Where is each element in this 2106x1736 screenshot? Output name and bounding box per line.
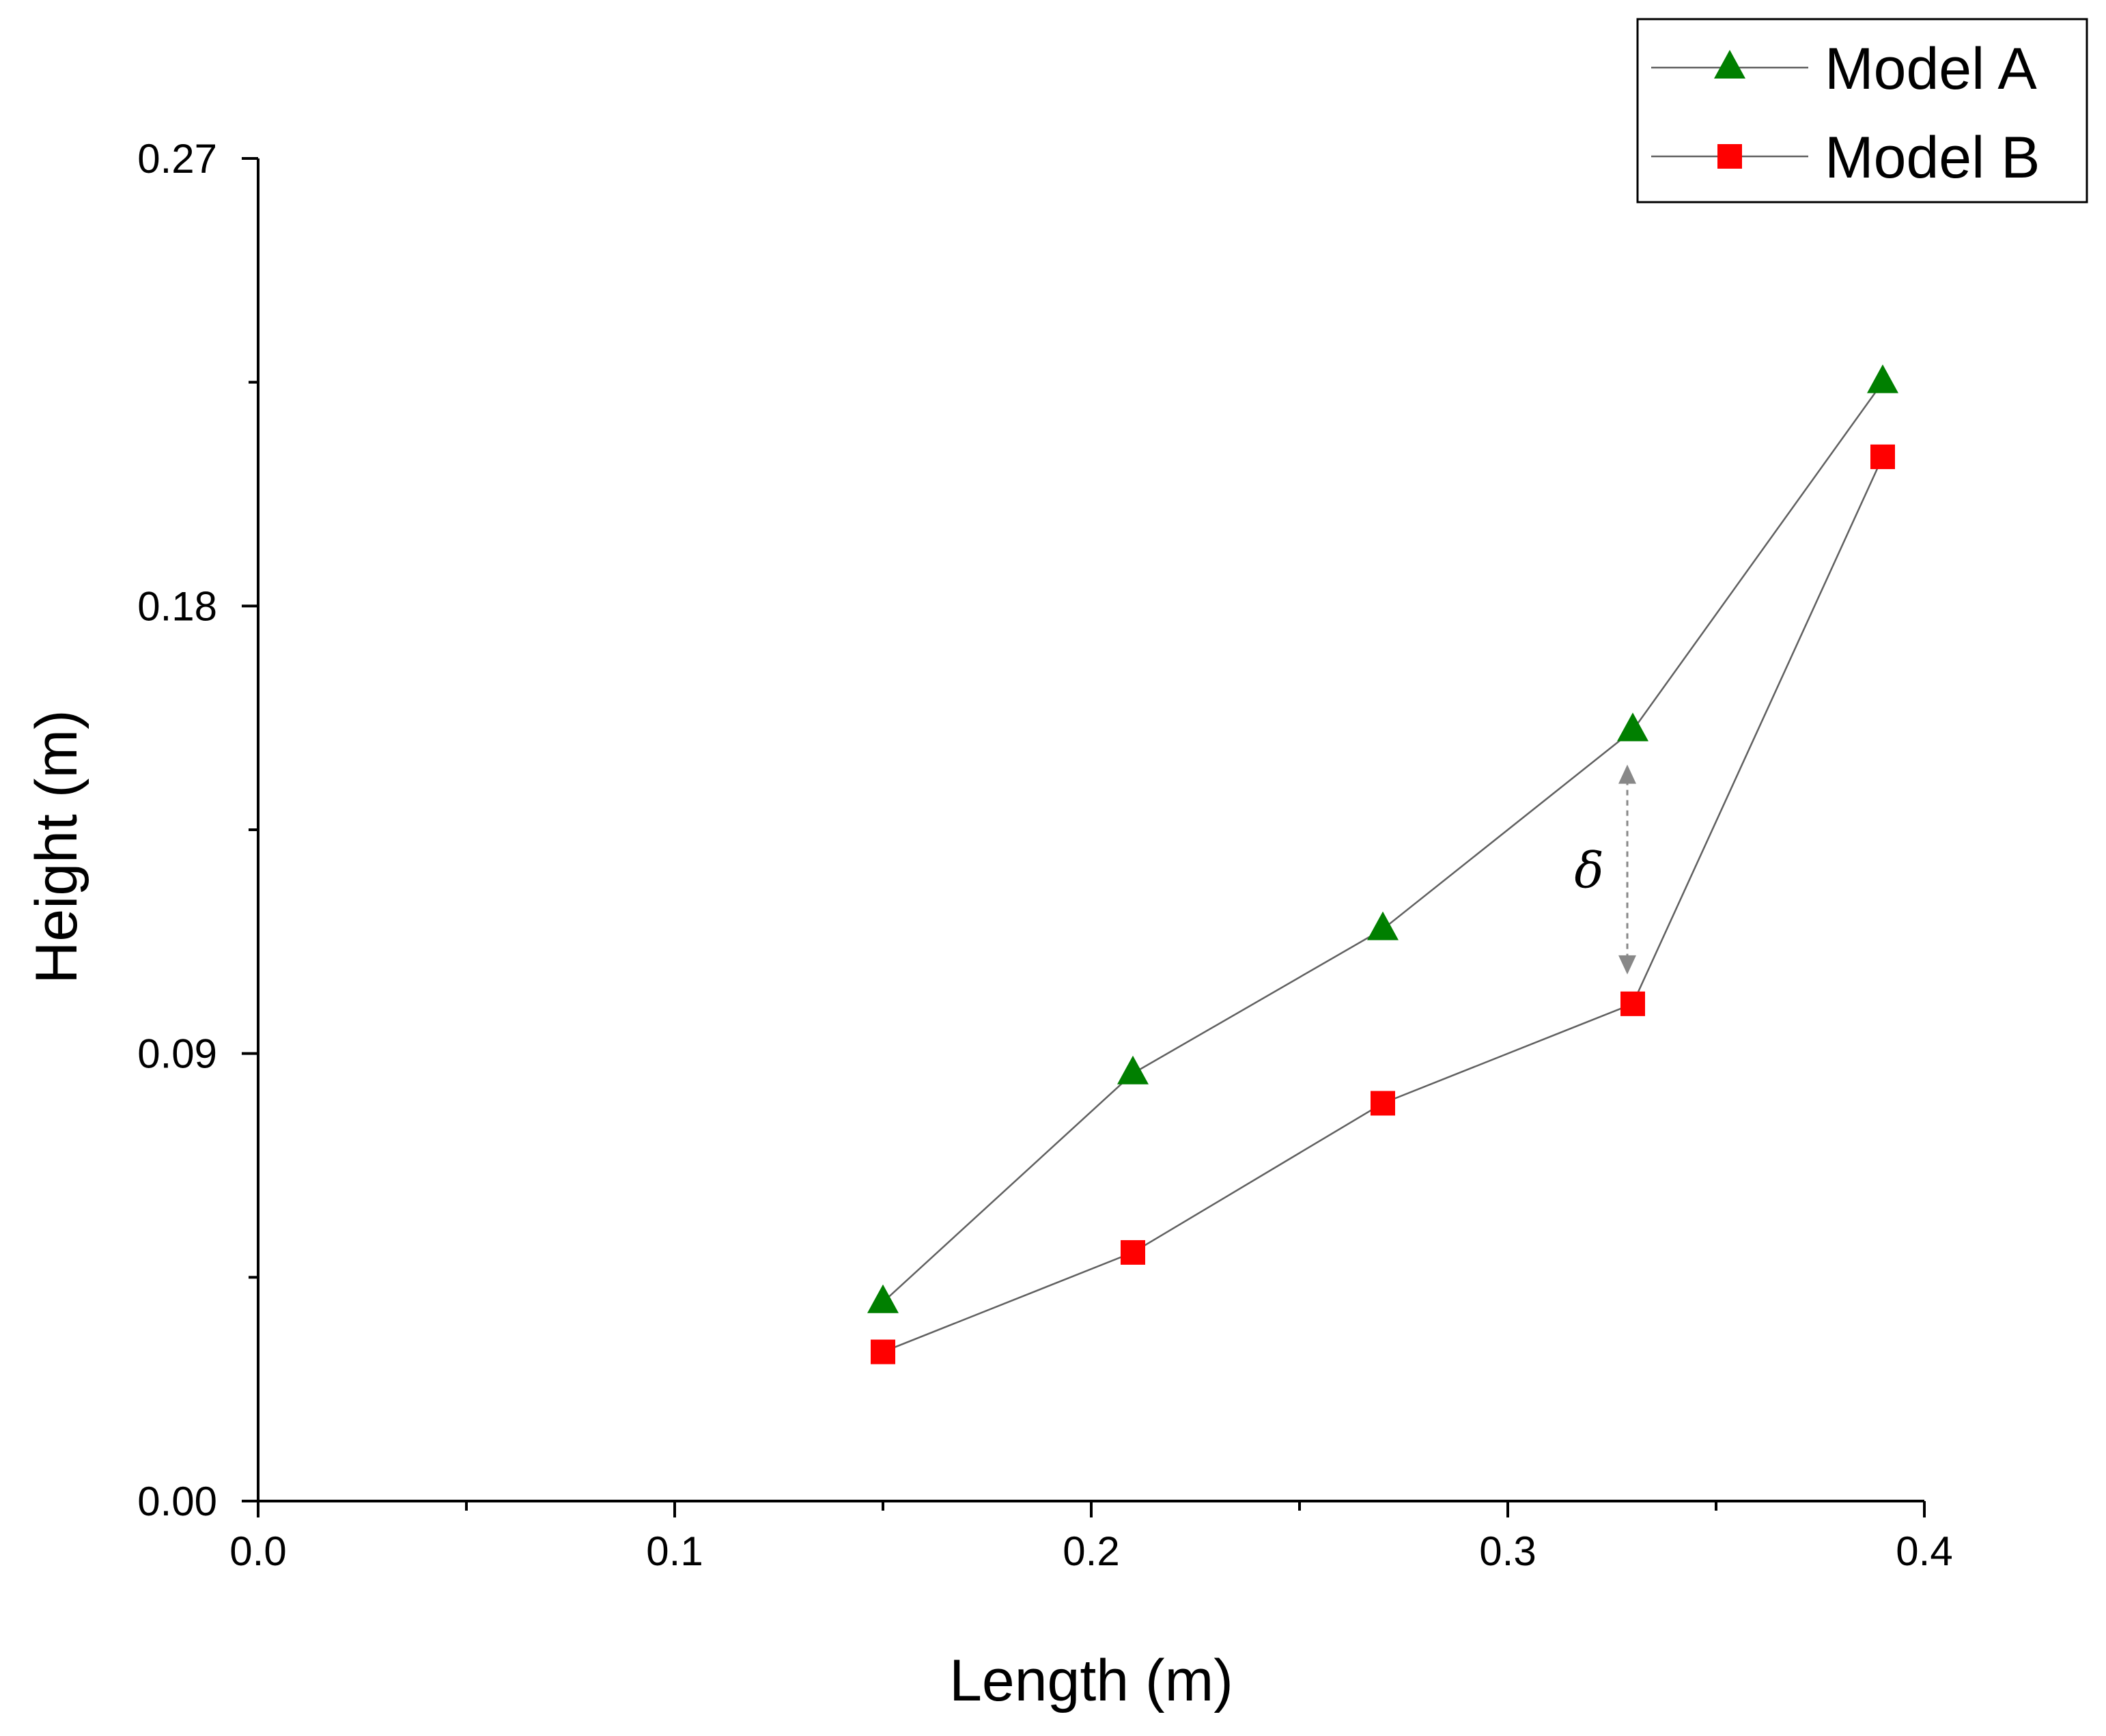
legend-label-model-a: Model A [1825,36,2037,102]
legend-box [1636,18,2088,204]
legend: Model A Model B [1636,18,2088,204]
y-tick-label: 0.00 [137,1479,217,1524]
y-tick-label: 0.09 [137,1031,217,1077]
series-lines [882,381,1884,1353]
legend-marker-model-a [1714,49,1745,79]
marker-model-b [1620,991,1645,1016]
y-tick-label: 0.18 [137,583,217,629]
marker-model-b [1371,1091,1395,1116]
series-line-model-a [882,381,1884,1303]
marker-model-a [1617,712,1648,742]
marker-model-a [1117,1055,1149,1084]
x-tick-label: 0.3 [1479,1528,1536,1574]
x-tick-label: 0.1 [646,1528,703,1574]
legend-marker-model-b [1717,144,1742,169]
delta-arrow-head-down [1618,955,1636,975]
marker-model-a [1367,911,1399,940]
marker-model-b [1870,444,1895,469]
delta-annotation: δ [1574,764,1636,975]
x-axis-title: Length (m) [949,1648,1233,1713]
y-axis-ticks: 0.00 0.09 0.18 0.27 [137,136,258,1524]
y-axis-title: Height (m) [24,710,89,983]
axes [257,158,1924,1502]
delta-arrow-head-up [1618,764,1636,784]
marker-model-b [1121,1240,1145,1265]
legend-label-model-b: Model B [1825,125,2040,191]
series-markers [867,364,1898,1364]
marker-model-a [867,1284,899,1313]
x-tick-label: 0.0 [229,1528,286,1574]
delta-label: δ [1574,841,1603,899]
marker-model-a [1867,364,1898,393]
x-axis-ticks: 0.0 0.1 0.2 0.3 0.4 [229,1501,1953,1574]
x-tick-label: 0.2 [1063,1528,1119,1574]
y-tick-label: 0.27 [137,136,217,182]
marker-model-b [871,1339,895,1364]
x-tick-label: 0.4 [1896,1528,1952,1574]
